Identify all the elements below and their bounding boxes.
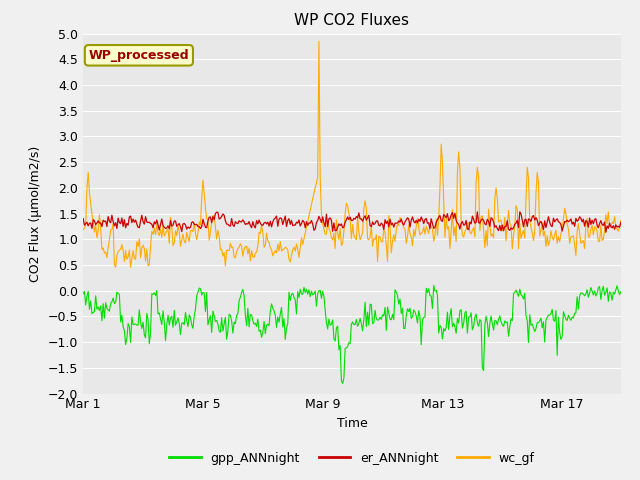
Y-axis label: CO2 Flux (μmol/m2/s): CO2 Flux (μmol/m2/s) (29, 145, 42, 282)
Title: WP CO2 Fluxes: WP CO2 Fluxes (294, 13, 410, 28)
Text: WP_processed: WP_processed (88, 49, 189, 62)
X-axis label: Time: Time (337, 417, 367, 430)
Legend: gpp_ANNnight, er_ANNnight, wc_gf: gpp_ANNnight, er_ANNnight, wc_gf (164, 447, 540, 469)
